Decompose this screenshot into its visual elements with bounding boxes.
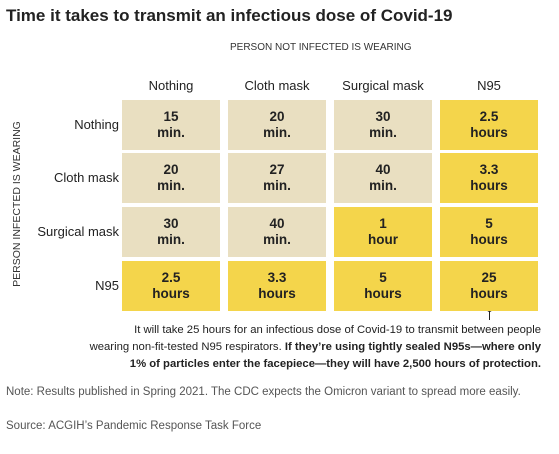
cell-unit: hours [470,178,508,193]
cell-value: 30 [375,109,391,124]
cell-value: 15 [163,109,179,124]
cell-unit: hours [470,286,508,301]
column-header: Nothing [148,78,194,93]
cell: 30 min. [334,100,432,150]
cell: 5 hours [334,261,432,311]
cell: 2.5 hours [122,261,220,311]
title: Time it takes to transmit an infectious … [6,6,453,25]
source: Source: ACGIH’s Pandemic Response Task F… [6,420,262,432]
column-axis-label: PERSON NOT INFECTED IS WEARING [230,42,412,53]
cell-unit: min. [157,232,185,247]
cell-unit: hours [152,286,190,301]
cell-value: 5 [379,270,387,285]
cell-value: 40 [269,216,285,231]
note: Note: Results published in Spring 2021. … [6,386,521,398]
cell-value: 5 [485,216,493,231]
column-header: Surgical mask [342,78,424,93]
cell-unit: min. [157,178,185,193]
cell-unit: hours [470,125,508,140]
column-header: Cloth mask [244,78,310,93]
cell: 40 min. [228,207,326,257]
cell: 5 hours [440,207,538,257]
column-header: N95 [477,78,501,93]
cell: 2.5 hours [440,100,538,150]
row-header: Surgical mask [37,224,119,239]
cell-value: 2.5 [479,109,499,124]
annotation-text: If they’re using tightly sealed N95s—whe… [284,341,541,353]
cell: 3.3 hours [228,261,326,311]
cell-unit: hours [364,286,402,301]
cell-value: 1 [379,216,387,231]
row-header: Cloth mask [53,170,119,185]
cell-unit: hours [470,232,508,247]
cell-value: 30 [163,216,179,231]
cell: 30 min. [122,207,220,257]
cell: 20 min. [122,153,220,203]
cell: 15 min. [122,100,220,150]
cell-unit: min. [263,178,291,193]
cell-unit: min. [369,178,397,193]
cell-value: 27 [269,162,285,177]
annotation-line: wearing non-fit-tested N95 respirators. … [90,341,541,353]
cell: 40 min. [334,153,432,203]
cell-unit: min. [369,125,397,140]
cell-value: 3.3 [267,270,287,285]
cell: 3.3 hours [440,153,538,203]
cell-value: 20 [163,162,179,177]
cell: 20 min. [228,100,326,150]
cell: 25 hours [440,261,538,311]
annotation-text: wearing non-fit-tested N95 respirators. [89,341,285,353]
row-header: N95 [95,278,119,293]
cell-unit: min. [263,125,291,140]
cell-value: 2.5 [161,270,181,285]
annotation-line: 1% of particles enter the facepiece—they… [130,358,541,370]
cell-unit: hour [368,232,398,247]
row-header: Nothing [74,117,119,132]
cell-value: 25 [481,270,497,285]
cell-unit: min. [263,232,291,247]
annotation-text: It will take 25 hours for an infectious … [134,324,541,336]
cell: 27 min. [228,153,326,203]
annotation-text: 1% of particles enter the facepiece—they… [129,358,541,370]
cell-unit: hours [258,286,296,301]
cell-unit: min. [157,125,185,140]
cell-value: 3.3 [479,162,499,177]
cell-value: 20 [269,109,285,124]
cell-value: 40 [375,162,391,177]
cell: 1 hour [334,207,432,257]
row-axis-label: PERSON INFECTED IS WEARING [11,121,23,287]
annotation-line: It will take 25 hours for an infectious … [134,324,541,336]
